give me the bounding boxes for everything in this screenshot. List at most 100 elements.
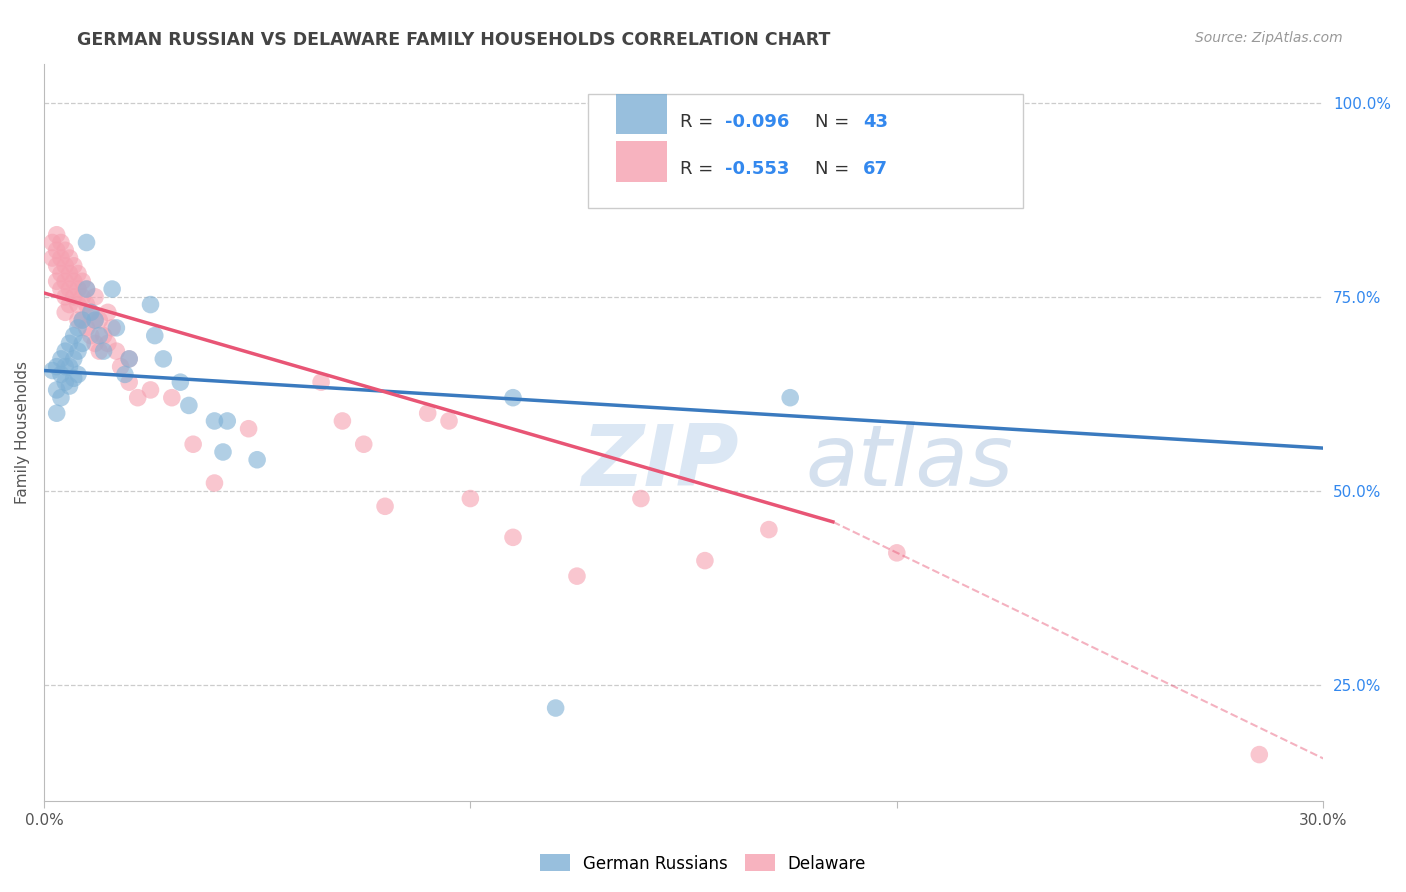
Point <box>437 414 460 428</box>
Point <box>62 328 84 343</box>
Point <box>97 336 120 351</box>
Point <box>58 336 80 351</box>
Point <box>66 313 89 327</box>
Point <box>45 406 67 420</box>
Point <box>53 305 76 319</box>
Point <box>93 344 115 359</box>
Point <box>332 414 354 428</box>
Legend: German Russians, Delaware: German Russians, Delaware <box>533 847 873 880</box>
Point <box>53 375 76 389</box>
Point <box>152 351 174 366</box>
Point <box>53 344 76 359</box>
Point <box>49 368 72 382</box>
Point <box>886 546 908 560</box>
Point <box>58 282 80 296</box>
Point <box>45 359 67 374</box>
Point <box>353 437 375 451</box>
Point <box>49 235 72 250</box>
Point <box>105 321 128 335</box>
Point <box>89 344 111 359</box>
Point <box>1249 747 1271 762</box>
Point <box>502 391 524 405</box>
Point <box>502 530 524 544</box>
Point <box>169 375 191 389</box>
Point <box>460 491 482 506</box>
Point <box>41 363 63 377</box>
Point <box>45 227 67 242</box>
Y-axis label: Family Households: Family Households <box>15 361 30 504</box>
Point <box>84 290 107 304</box>
Point <box>238 422 260 436</box>
Text: Source: ZipAtlas.com: Source: ZipAtlas.com <box>1195 31 1343 45</box>
Point <box>53 244 76 258</box>
Point <box>45 259 67 273</box>
Point <box>53 290 76 304</box>
Point <box>89 313 111 327</box>
Bar <box>616 94 666 134</box>
Point <box>80 328 103 343</box>
Text: 43: 43 <box>863 113 887 131</box>
Text: R =: R = <box>679 113 718 131</box>
Point <box>66 267 89 281</box>
Point <box>97 305 120 319</box>
Point <box>177 399 200 413</box>
Point <box>105 344 128 359</box>
Point <box>93 328 115 343</box>
Point <box>66 282 89 296</box>
Text: -0.096: -0.096 <box>724 113 789 131</box>
Point <box>53 359 76 374</box>
Point <box>45 244 67 258</box>
Text: ZIP: ZIP <box>581 421 740 504</box>
Point <box>416 406 439 420</box>
Text: R =: R = <box>679 160 718 178</box>
Point <box>62 259 84 273</box>
Point <box>62 290 84 304</box>
Point <box>118 375 141 389</box>
Point <box>53 259 76 273</box>
Point <box>127 391 149 405</box>
Point <box>53 274 76 288</box>
Point <box>758 523 780 537</box>
Point <box>58 251 80 265</box>
Point <box>693 553 716 567</box>
Point <box>101 282 124 296</box>
FancyBboxPatch shape <box>588 94 1022 208</box>
Point <box>76 235 98 250</box>
Point <box>212 445 235 459</box>
Point <box>58 379 80 393</box>
Point <box>181 437 204 451</box>
Point <box>72 290 94 304</box>
Point <box>76 297 98 311</box>
Point <box>58 267 80 281</box>
Text: N =: N = <box>815 160 855 178</box>
Point <box>45 274 67 288</box>
Point <box>58 297 80 311</box>
Point <box>309 375 332 389</box>
Point <box>84 313 107 327</box>
Text: GERMAN RUSSIAN VS DELAWARE FAMILY HOUSEHOLDS CORRELATION CHART: GERMAN RUSSIAN VS DELAWARE FAMILY HOUSEH… <box>77 31 831 49</box>
Point <box>80 305 103 319</box>
Text: -0.553: -0.553 <box>724 160 789 178</box>
Point <box>80 305 103 319</box>
Text: atlas: atlas <box>806 421 1014 504</box>
Point <box>143 328 166 343</box>
Point <box>49 251 72 265</box>
Point <box>118 351 141 366</box>
Text: N =: N = <box>815 113 855 131</box>
Point <box>66 321 89 335</box>
Point <box>84 336 107 351</box>
Point <box>118 351 141 366</box>
Point <box>45 383 67 397</box>
Point <box>565 569 588 583</box>
Point <box>72 313 94 327</box>
Point <box>49 351 72 366</box>
Point <box>66 368 89 382</box>
Point <box>217 414 239 428</box>
Point <box>72 336 94 351</box>
Point <box>204 414 226 428</box>
Point <box>114 368 136 382</box>
Point <box>66 344 89 359</box>
Point <box>101 321 124 335</box>
Point <box>779 391 801 405</box>
Point <box>246 452 269 467</box>
